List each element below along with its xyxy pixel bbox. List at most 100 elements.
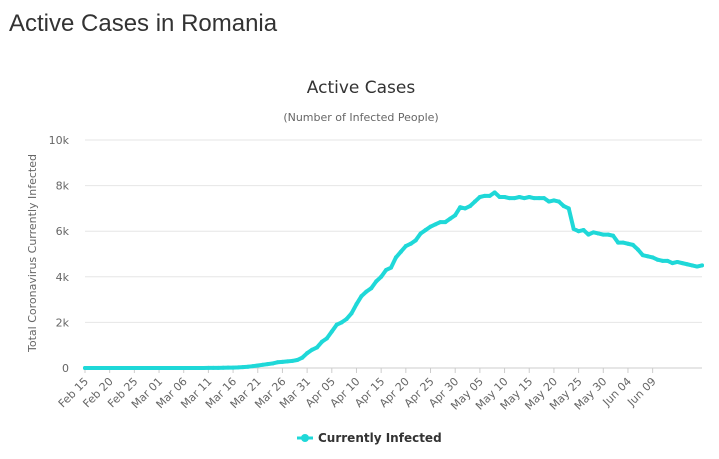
data-point[interactable] <box>314 345 319 350</box>
data-point[interactable] <box>413 238 418 243</box>
data-point[interactable] <box>122 366 127 370</box>
data-point[interactable] <box>650 255 655 260</box>
data-point[interactable] <box>468 204 473 209</box>
data-point[interactable] <box>640 253 645 258</box>
data-point[interactable] <box>349 311 354 316</box>
data-point[interactable] <box>107 366 112 370</box>
data-point[interactable] <box>458 205 463 210</box>
data-point[interactable] <box>354 302 359 307</box>
data-point[interactable] <box>695 264 700 269</box>
data-point[interactable] <box>280 359 285 364</box>
data-point[interactable] <box>344 316 349 321</box>
data-point[interactable] <box>300 355 305 360</box>
data-point[interactable] <box>324 336 329 341</box>
data-point[interactable] <box>157 366 162 370</box>
data-point[interactable] <box>127 366 132 370</box>
data-point[interactable] <box>576 229 581 234</box>
data-point[interactable] <box>221 365 226 370</box>
data-point[interactable] <box>364 289 369 294</box>
data-point[interactable] <box>112 366 117 370</box>
data-point[interactable] <box>630 242 635 247</box>
data-point[interactable] <box>537 196 542 201</box>
data-point[interactable] <box>527 195 532 199</box>
data-point[interactable] <box>166 366 171 370</box>
data-point[interactable] <box>635 247 640 252</box>
legend-item-currently-infected[interactable]: Currently Infected <box>318 431 442 445</box>
data-point[interactable] <box>571 226 576 231</box>
data-point[interactable] <box>625 241 630 246</box>
data-point[interactable] <box>211 365 216 370</box>
data-point[interactable] <box>472 199 477 204</box>
data-point[interactable] <box>147 366 152 370</box>
data-point[interactable] <box>369 286 374 291</box>
data-point[interactable] <box>566 206 571 211</box>
data-point[interactable] <box>389 265 394 270</box>
data-point[interactable] <box>161 366 166 370</box>
data-point[interactable] <box>97 366 102 370</box>
data-point[interactable] <box>191 366 196 370</box>
data-point[interactable] <box>463 206 468 211</box>
data-point[interactable] <box>305 351 310 356</box>
series-line-currently-infected[interactable] <box>83 190 704 370</box>
data-point[interactable] <box>616 240 621 245</box>
data-point[interactable] <box>556 199 561 204</box>
data-point[interactable] <box>260 362 265 367</box>
data-point[interactable] <box>477 195 482 199</box>
data-point[interactable] <box>152 366 157 370</box>
data-point[interactable] <box>374 279 379 284</box>
data-point[interactable] <box>398 249 403 254</box>
data-point[interactable] <box>522 196 527 201</box>
data-point[interactable] <box>339 320 344 325</box>
data-point[interactable] <box>265 362 270 367</box>
data-point[interactable] <box>181 366 186 370</box>
data-point[interactable] <box>176 366 181 370</box>
data-point[interactable] <box>117 366 122 370</box>
data-point[interactable] <box>418 231 423 236</box>
data-point[interactable] <box>591 230 596 235</box>
data-point[interactable] <box>621 240 626 245</box>
data-point[interactable] <box>226 365 231 370</box>
data-point[interactable] <box>517 195 522 199</box>
data-point[interactable] <box>596 231 601 236</box>
data-point[interactable] <box>685 262 690 267</box>
data-point[interactable] <box>231 365 236 370</box>
legend[interactable]: Currently Infected <box>297 431 442 445</box>
data-point[interactable] <box>492 190 497 195</box>
data-point[interactable] <box>443 220 448 225</box>
data-point[interactable] <box>240 365 245 370</box>
data-point[interactable] <box>83 366 87 370</box>
data-point[interactable] <box>660 258 665 263</box>
data-point[interactable] <box>236 365 241 370</box>
data-point[interactable] <box>502 195 507 199</box>
data-point[interactable] <box>581 228 586 233</box>
data-point[interactable] <box>438 220 443 225</box>
data-point[interactable] <box>670 261 675 266</box>
data-point[interactable] <box>142 366 147 370</box>
data-point[interactable] <box>675 259 680 264</box>
data-point[interactable] <box>102 366 107 370</box>
data-point[interactable] <box>606 232 611 237</box>
data-point[interactable] <box>423 228 428 233</box>
data-point[interactable] <box>655 257 660 262</box>
data-point[interactable] <box>216 365 221 370</box>
data-point[interactable] <box>403 244 408 249</box>
data-point[interactable] <box>359 294 364 299</box>
data-point[interactable] <box>137 366 142 370</box>
data-point[interactable] <box>171 366 176 370</box>
data-point[interactable] <box>334 322 339 327</box>
data-point[interactable] <box>290 358 295 363</box>
data-point[interactable] <box>453 213 458 218</box>
data-point[interactable] <box>87 366 92 370</box>
data-point[interactable] <box>700 263 704 268</box>
data-point[interactable] <box>487 193 492 198</box>
data-point[interactable] <box>507 196 512 201</box>
data-point[interactable] <box>379 274 384 279</box>
data-point[interactable] <box>319 339 324 344</box>
data-point[interactable] <box>448 216 453 221</box>
data-point[interactable] <box>408 241 413 246</box>
data-point[interactable] <box>645 254 650 259</box>
data-point[interactable] <box>196 366 201 370</box>
data-point[interactable] <box>245 364 250 369</box>
data-point[interactable] <box>92 366 97 370</box>
data-point[interactable] <box>310 347 315 352</box>
